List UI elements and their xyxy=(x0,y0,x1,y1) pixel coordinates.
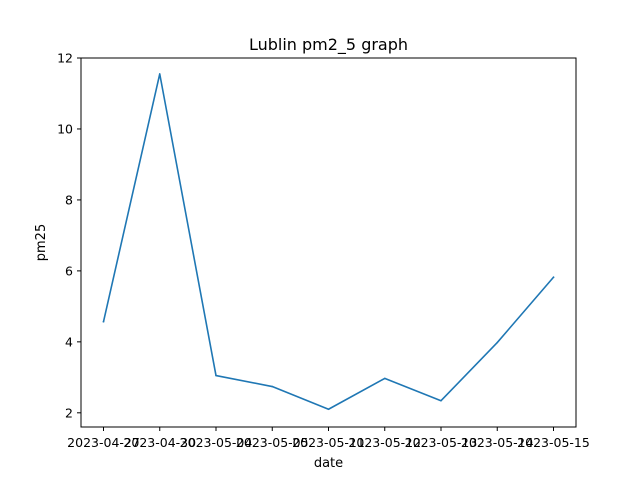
y-tick-label: 4 xyxy=(65,334,73,349)
x-axis-label: date xyxy=(314,456,343,471)
data-point xyxy=(552,276,555,279)
data-point xyxy=(215,374,217,377)
y-tick-label: 2 xyxy=(65,405,73,420)
plot-frame xyxy=(80,57,577,428)
y-tick-label: 12 xyxy=(57,51,73,66)
data-point xyxy=(271,385,274,388)
x-tick-label: 2023-05-12 xyxy=(348,435,421,450)
chart-title: Lublin pm2_5 graph xyxy=(249,35,408,55)
x-tick-label: 2023-05-14 xyxy=(461,435,534,450)
data-point xyxy=(383,377,386,380)
x-tick-label: 2023-05-11 xyxy=(292,435,365,450)
data-point xyxy=(158,73,161,75)
x-tick-label: 2023-04-30 xyxy=(123,435,196,450)
y-tick-label: 10 xyxy=(57,121,73,136)
plot-area xyxy=(102,73,555,411)
axis-ticks: 2023-04-272023-04-302023-05-042023-05-05… xyxy=(57,51,590,451)
data-point xyxy=(440,399,442,402)
data-point xyxy=(496,341,499,344)
y-axis-label: pm25 xyxy=(34,224,49,261)
x-tick-label: 2023-04-27 xyxy=(67,435,140,450)
y-tick-label: 6 xyxy=(65,263,73,278)
y-tick-label: 8 xyxy=(65,192,73,207)
data-point xyxy=(327,408,330,411)
x-tick-label: 2023-05-15 xyxy=(517,435,590,450)
x-tick-label: 2023-05-05 xyxy=(236,435,309,450)
x-tick-label: 2023-05-04 xyxy=(180,435,253,450)
series-line-0 xyxy=(102,73,555,411)
data-point xyxy=(102,320,105,323)
x-tick-label: 2023-05-13 xyxy=(405,435,478,450)
